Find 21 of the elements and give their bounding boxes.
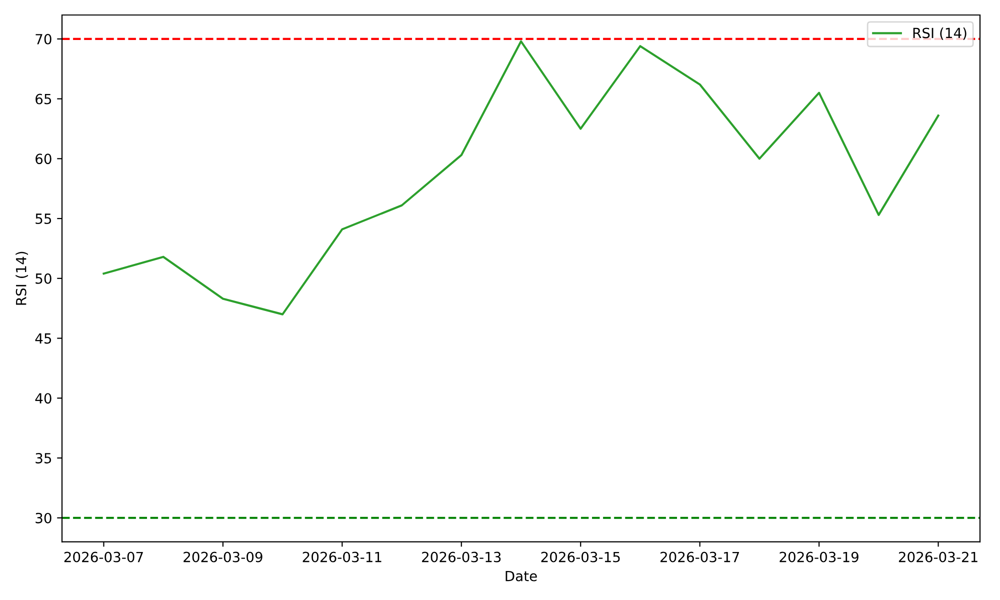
y-tick-label: 70 — [36, 34, 52, 44]
x-axis-title: Date — [506, 570, 537, 582]
x-tick-label: 2026-03-21 — [898, 552, 978, 562]
x-tick-label: 2026-03-19 — [780, 552, 858, 562]
x-tick-label: 2026-03-15 — [541, 552, 620, 562]
x-tick-label: 2026-03-07 — [64, 552, 143, 562]
x-tick-label: 2026-03-11 — [302, 552, 382, 562]
y-tick-label: 50 — [36, 273, 52, 284]
y-tick-label: 55 — [36, 214, 52, 224]
legend-label: RSI (14) — [913, 28, 966, 40]
y-tick-label: 30 — [36, 512, 52, 524]
line-series — [102, 40, 940, 316]
y-axis-title: RSI (14) — [16, 252, 28, 305]
y-tick-label: 65 — [36, 94, 52, 104]
y-tick-label: 45 — [35, 333, 52, 344]
x-tick-label: 2026-03-17 — [660, 552, 739, 562]
x-tick-label: 2026-03-09 — [184, 552, 262, 562]
y-tick-label: 35 — [36, 452, 52, 464]
y-tick-label: 40 — [35, 393, 52, 404]
x-tick-label: 2026-03-13 — [422, 552, 501, 562]
y-tick-label: 60 — [36, 154, 52, 164]
